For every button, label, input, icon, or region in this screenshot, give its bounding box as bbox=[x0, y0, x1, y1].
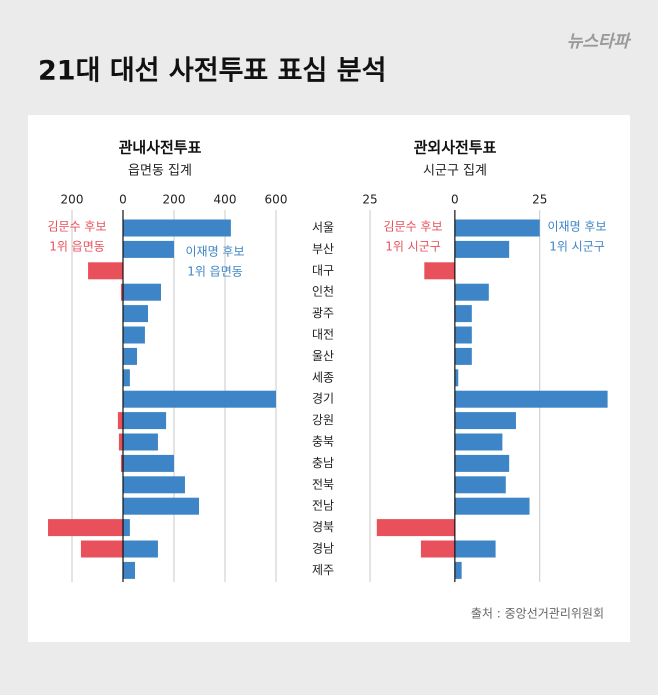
category-label: 서울 bbox=[312, 221, 334, 235]
logo: 뉴스타파 bbox=[567, 32, 632, 52]
category-label: 경북 bbox=[312, 520, 334, 534]
bar bbox=[454, 476, 506, 494]
category-label: 제주 bbox=[312, 563, 334, 577]
bar bbox=[123, 283, 161, 301]
annotation: 김문수 후보 bbox=[47, 220, 106, 234]
chart-title: 관외사전투표 bbox=[414, 139, 497, 157]
bar bbox=[123, 476, 185, 494]
bar bbox=[123, 519, 130, 537]
chart-subtitle: 읍면동 집계 bbox=[128, 164, 192, 179]
bar bbox=[454, 347, 472, 365]
x-tick-label: 200 bbox=[163, 193, 186, 207]
bar bbox=[454, 326, 472, 344]
annotation: 이재명 후보 bbox=[547, 220, 606, 234]
page-title: 21대 대선 사전투표 표심 분석 bbox=[38, 56, 386, 87]
bar bbox=[80, 540, 123, 558]
bar bbox=[123, 347, 138, 365]
category-label: 충북 bbox=[312, 435, 334, 449]
bar bbox=[123, 326, 145, 344]
bar bbox=[118, 433, 123, 451]
bar bbox=[48, 519, 123, 537]
bar bbox=[123, 305, 148, 323]
chart-title: 관내사전투표 bbox=[119, 139, 202, 157]
bar bbox=[123, 454, 174, 472]
x-tick-label: 600 bbox=[265, 193, 288, 207]
bar bbox=[123, 561, 135, 579]
bar bbox=[454, 412, 516, 430]
bar bbox=[454, 497, 530, 515]
bar bbox=[424, 262, 455, 280]
bar bbox=[454, 561, 462, 579]
bar bbox=[454, 283, 489, 301]
bar bbox=[454, 219, 540, 237]
category-label: 울산 bbox=[312, 349, 334, 363]
category-label: 광주 bbox=[312, 306, 334, 320]
bar bbox=[88, 262, 123, 280]
bar bbox=[420, 540, 455, 558]
bar bbox=[123, 433, 158, 451]
bar bbox=[123, 412, 167, 430]
bar bbox=[123, 540, 158, 558]
x-tick-label: 0 bbox=[451, 193, 459, 207]
annotation: 1위 시군구 bbox=[549, 240, 605, 254]
bar bbox=[454, 540, 496, 558]
category-label: 인천 bbox=[312, 284, 334, 299]
x-tick-label: 0 bbox=[119, 193, 127, 207]
category-label: 대전 bbox=[312, 328, 334, 342]
category-label: 강원 bbox=[312, 413, 334, 427]
source: 출처 : 중앙선거관리위원회 bbox=[471, 607, 604, 621]
category-label: 전남 bbox=[312, 499, 334, 513]
annotation: 1위 읍면동 bbox=[187, 265, 243, 279]
category-label: 부산 bbox=[312, 242, 334, 256]
category-label: 경남 bbox=[312, 542, 334, 556]
bar bbox=[454, 305, 472, 323]
bar bbox=[454, 433, 503, 451]
annotation: 이재명 후보 bbox=[185, 245, 244, 259]
category-label: 세종 bbox=[312, 370, 334, 384]
annotation: 김문수 후보 bbox=[383, 220, 442, 234]
bar bbox=[123, 240, 174, 258]
bar bbox=[454, 390, 608, 408]
category-label: 대구 bbox=[312, 263, 334, 277]
bar bbox=[120, 454, 123, 472]
category-label: 경기 bbox=[312, 392, 334, 406]
bar bbox=[117, 412, 123, 430]
bar bbox=[123, 497, 199, 515]
bar bbox=[376, 519, 455, 537]
bar bbox=[454, 240, 510, 258]
annotation: 1위 읍면동 bbox=[49, 240, 105, 254]
category-label: 전북 bbox=[312, 477, 334, 491]
bar bbox=[454, 369, 459, 387]
category-label: 충남 bbox=[312, 456, 334, 470]
bar bbox=[454, 454, 510, 472]
x-tick-label: 25 bbox=[362, 193, 377, 207]
bar bbox=[123, 390, 276, 408]
x-tick-label: 25 bbox=[532, 193, 547, 207]
bar bbox=[120, 283, 123, 301]
bar bbox=[123, 219, 231, 237]
bar bbox=[123, 369, 130, 387]
chart-subtitle: 시군구 집계 bbox=[423, 164, 487, 179]
annotation: 1위 시군구 bbox=[385, 240, 441, 254]
x-tick-label: 200 bbox=[61, 193, 84, 207]
x-tick-label: 400 bbox=[214, 193, 237, 207]
